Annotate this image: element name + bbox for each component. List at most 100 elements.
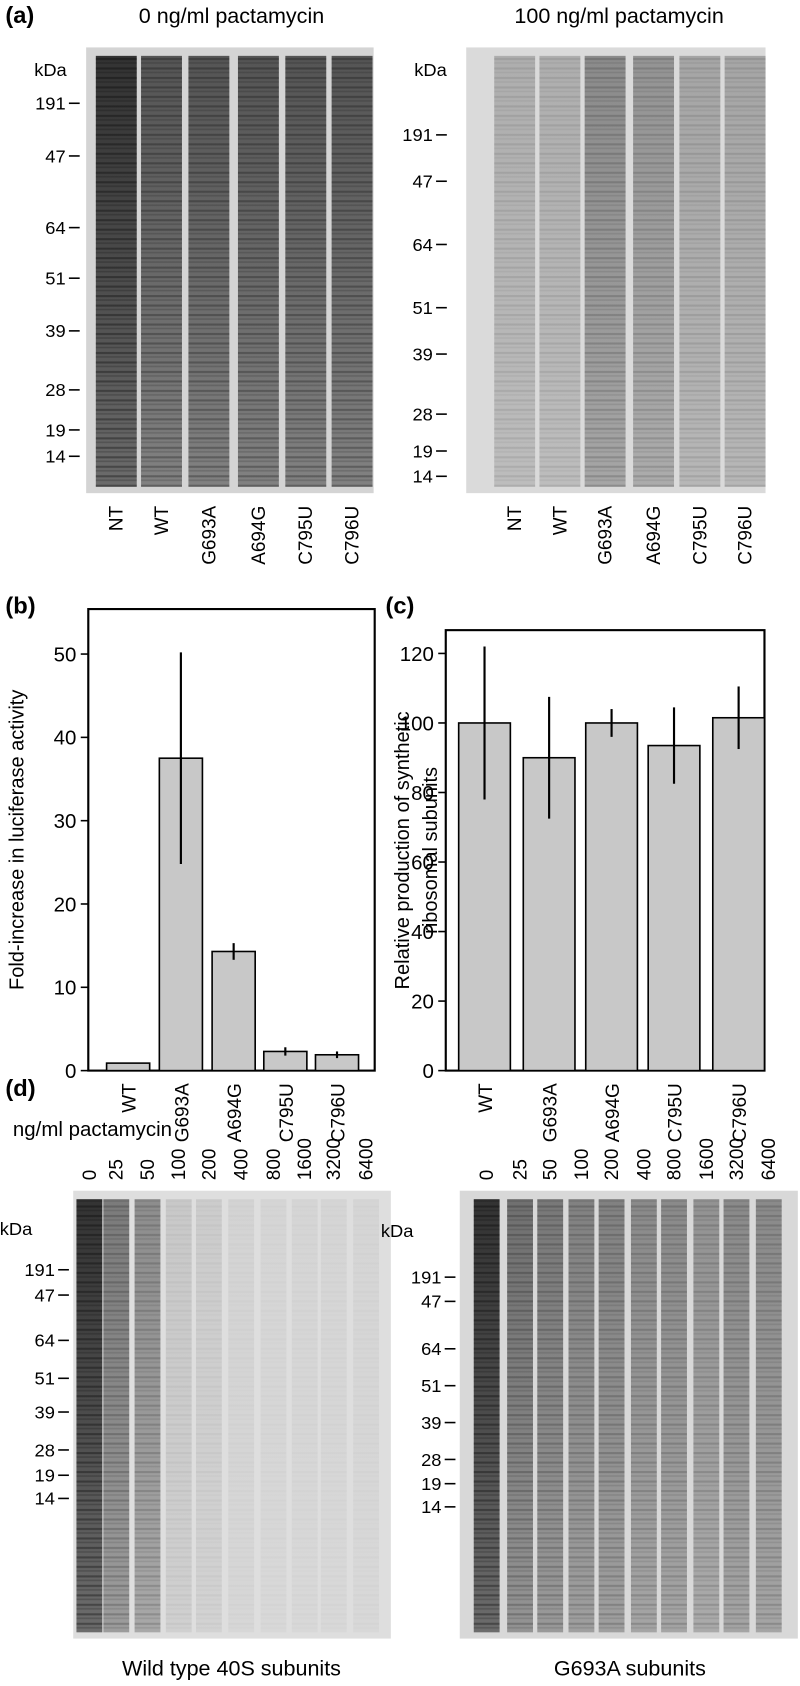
y-tick-label: 30 xyxy=(54,811,77,833)
marker-label: 47 xyxy=(35,1286,55,1306)
gel-bands xyxy=(320,1199,347,1633)
marker-label: 14 xyxy=(35,1489,55,1509)
marker-label: 51 xyxy=(412,298,432,318)
lane-label: 3200 xyxy=(324,1138,345,1180)
gel-bands xyxy=(76,1199,103,1633)
lane-label: 100 xyxy=(169,1149,190,1181)
marker-label: 39 xyxy=(421,1413,441,1433)
gel-bands xyxy=(630,1199,657,1633)
x-tick-label: WT xyxy=(119,1083,140,1113)
y-axis-label: ribosomal subunits xyxy=(420,767,442,934)
marker-label: 14 xyxy=(421,1497,441,1517)
x-tick-label: G693A xyxy=(172,1083,193,1142)
gel-bands xyxy=(568,1199,595,1633)
marker-label: 19 xyxy=(421,1474,441,1494)
y-axis-label: Relative production of synthetic xyxy=(392,711,414,989)
x-tick-label: C796U xyxy=(730,1083,751,1142)
bar xyxy=(211,950,256,1072)
marker-label: 14 xyxy=(45,447,65,467)
lane-label: A694G xyxy=(644,506,665,565)
panel-label: (d) xyxy=(5,1075,35,1101)
y-tick-label: 20 xyxy=(54,895,77,917)
marker-label: 28 xyxy=(35,1440,55,1460)
marker-label: 191 xyxy=(24,1260,55,1280)
lane-label: 1600 xyxy=(295,1138,316,1180)
gel-bands xyxy=(141,55,182,487)
y-tick-label: 40 xyxy=(54,728,77,750)
lane-label: 0 xyxy=(477,1170,498,1181)
marker-label: 39 xyxy=(412,345,432,365)
lane-label: 400 xyxy=(634,1149,655,1181)
lane-label: 800 xyxy=(664,1149,685,1181)
bar xyxy=(647,744,701,1072)
lane-label: 800 xyxy=(264,1149,285,1181)
bar xyxy=(105,1062,151,1072)
lane-label: WT xyxy=(550,506,571,536)
marker-label: 28 xyxy=(412,405,432,425)
lane-label: C795U xyxy=(690,506,711,565)
marker-label: 14 xyxy=(412,467,432,487)
gel-bands xyxy=(633,55,675,487)
marker-label: 191 xyxy=(402,125,433,145)
panel-label: (c) xyxy=(385,593,414,619)
lane-label: C796U xyxy=(342,506,363,565)
marker-label: 39 xyxy=(45,321,65,341)
gel-bands xyxy=(331,55,373,487)
y-tick-label: 0 xyxy=(423,1061,434,1083)
gel-bands xyxy=(693,1199,720,1633)
marker-label: 47 xyxy=(45,146,65,166)
lane-label: 200 xyxy=(602,1149,623,1181)
marker-label: 51 xyxy=(421,1376,441,1396)
gel-title: 100 ng/ml pactamycin xyxy=(514,4,723,28)
gel-bands xyxy=(584,55,626,487)
dose-label: ng/ml pactamycin xyxy=(13,1119,172,1141)
marker-label: 64 xyxy=(412,235,432,255)
gel-bands xyxy=(473,1199,500,1633)
gel-bands xyxy=(165,1199,192,1633)
bar xyxy=(584,722,639,1072)
x-tick-label: C795U xyxy=(665,1083,686,1142)
x-tick-label: WT xyxy=(476,1083,497,1113)
unit-label: kDa xyxy=(0,1219,33,1239)
gel-bands xyxy=(195,1199,222,1633)
x-tick-label: C795U xyxy=(277,1083,298,1142)
lane-label: NT xyxy=(107,506,128,532)
lane-label: 50 xyxy=(138,1159,159,1180)
panel-label: (b) xyxy=(5,593,35,619)
y-tick-label: 10 xyxy=(54,978,77,1000)
gel-bands xyxy=(291,1199,318,1633)
marker-label: 19 xyxy=(35,1466,55,1486)
gel-bands xyxy=(537,1199,564,1633)
gel-bands xyxy=(260,1199,287,1633)
gel-title: 0 ng/ml pactamycin xyxy=(139,4,324,28)
gel-bands xyxy=(679,55,721,487)
marker-label: 64 xyxy=(421,1339,441,1359)
marker-label: 19 xyxy=(412,442,432,462)
y-tick-label: 0 xyxy=(65,1061,76,1083)
x-tick-label: C796U xyxy=(328,1083,349,1142)
gel-bands xyxy=(228,1199,255,1633)
marker-label: 28 xyxy=(421,1450,441,1470)
lane-label: A694G xyxy=(249,506,270,565)
unit-label: kDa xyxy=(414,60,447,80)
gel-bands xyxy=(723,1199,750,1633)
marker-label: 47 xyxy=(421,1292,441,1312)
lane-label: C795U xyxy=(296,506,317,565)
lane-label: 200 xyxy=(199,1149,220,1181)
lane-label: 25 xyxy=(107,1159,128,1180)
gel-bands xyxy=(755,1199,782,1633)
marker-label: 51 xyxy=(45,269,65,289)
lane-label: WT xyxy=(152,506,173,536)
bar xyxy=(711,716,766,1072)
lane-label: C796U xyxy=(735,506,756,565)
unit-label: kDa xyxy=(34,60,67,80)
lane-label: 400 xyxy=(231,1149,252,1181)
gel-bands xyxy=(103,1199,130,1633)
lane-label: NT xyxy=(505,506,526,532)
y-tick-label: 50 xyxy=(54,645,77,667)
lane-label: 100 xyxy=(572,1149,593,1181)
marker-label: 47 xyxy=(412,172,432,192)
gel-bands xyxy=(134,1199,161,1633)
lane-label: 3200 xyxy=(727,1138,748,1180)
